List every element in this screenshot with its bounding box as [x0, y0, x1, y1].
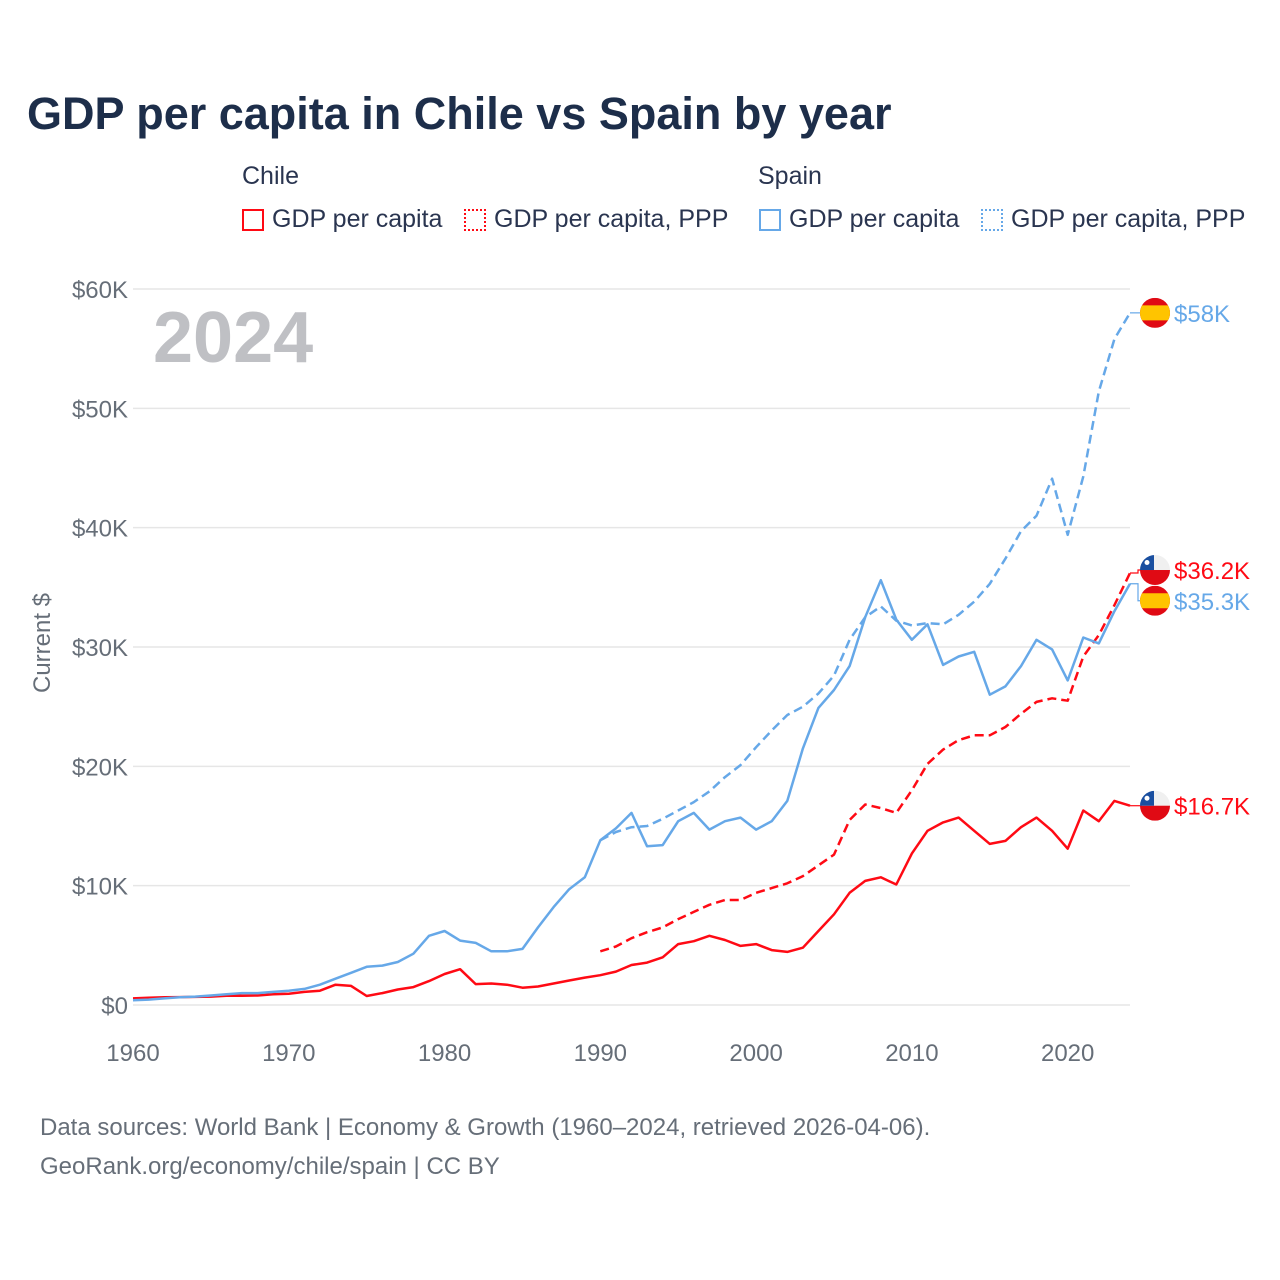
- flag-yellow: [1140, 305, 1170, 321]
- y-tick-label: $0: [101, 993, 128, 1020]
- legend-group-spain: Spain: [758, 162, 822, 190]
- spain-flag-icon: [1140, 297, 1170, 328]
- source-link[interactable]: GeoRank.org/economy/chile/spain | CC BY: [40, 1153, 500, 1180]
- x-tick-label: 2020: [1041, 1040, 1094, 1067]
- legend-swatch-dotted: [981, 208, 1003, 231]
- flag-star-icon: [1144, 795, 1150, 801]
- chile-flag-icon: [1140, 555, 1170, 586]
- legend-spain-ppp[interactable]: GDP per capita, PPP: [981, 205, 1245, 234]
- end-value-label: $58K: [1174, 301, 1230, 328]
- chile-flag-icon: [1140, 790, 1170, 821]
- flag-body: [1140, 790, 1170, 821]
- flag-red: [1140, 570, 1170, 586]
- y-tick-label: $30K: [72, 635, 128, 662]
- year-watermark: 2024: [153, 298, 313, 378]
- legend-label: GDP per capita, PPP: [494, 205, 729, 233]
- y-tick-label: $10K: [72, 874, 128, 901]
- flag-yellow: [1140, 593, 1170, 609]
- legend-chile-ppp[interactable]: GDP per capita, PPP: [464, 205, 728, 234]
- chart-title: GDP per capita in Chile vs Spain by year: [27, 88, 892, 139]
- flag-body: [1140, 585, 1170, 616]
- series-line-spain-ppp: [599, 312, 1132, 842]
- series-line-spain-gdp: [132, 578, 1132, 1002]
- x-tick-label: 1960: [106, 1040, 159, 1067]
- series-line-chile-gdp: [132, 799, 1131, 1000]
- spain-flag-icon: [1140, 585, 1170, 616]
- x-tick-label: 2010: [885, 1040, 938, 1067]
- y-tick-label: $60K: [72, 277, 128, 304]
- y-tick-label: $40K: [72, 516, 128, 543]
- x-tick-label: 1980: [418, 1040, 471, 1067]
- legend-swatch-solid: [759, 208, 781, 231]
- legend-label: GDP per capita: [272, 205, 443, 233]
- source-note: Data sources: World Bank | Economy & Gro…: [40, 1114, 931, 1141]
- x-tick-label: 1990: [574, 1040, 627, 1067]
- label-connector: [1130, 583, 1142, 602]
- legend-chile-gdp[interactable]: GDP per capita: [242, 205, 442, 234]
- series-line-chile-ppp: [599, 572, 1132, 953]
- flag-red: [1140, 805, 1170, 821]
- y-axis-label: Current $: [29, 593, 56, 693]
- flag-star-icon: [1144, 560, 1150, 566]
- legend-label: GDP per capita, PPP: [1011, 205, 1246, 233]
- end-value-label: $35.3K: [1174, 589, 1250, 616]
- y-tick-label: $50K: [72, 396, 128, 423]
- legend-swatch-solid: [242, 208, 264, 231]
- x-tick-label: 1970: [262, 1040, 315, 1067]
- end-value-label: $16.7K: [1174, 794, 1250, 821]
- flag-body: [1140, 297, 1170, 328]
- y-tick-label: $20K: [72, 754, 128, 781]
- legend-label: GDP per capita: [789, 205, 960, 233]
- flag-body: [1140, 555, 1170, 586]
- legend-group-chile: Chile: [242, 162, 299, 190]
- legend-swatch-dotted: [464, 208, 486, 231]
- x-tick-label: 2000: [729, 1040, 782, 1067]
- footer: Data sources: World Bank | Economy & Gro…: [40, 1108, 930, 1186]
- legend-spain-gdp[interactable]: GDP per capita: [759, 205, 959, 234]
- end-value-label: $36.2K: [1174, 558, 1250, 585]
